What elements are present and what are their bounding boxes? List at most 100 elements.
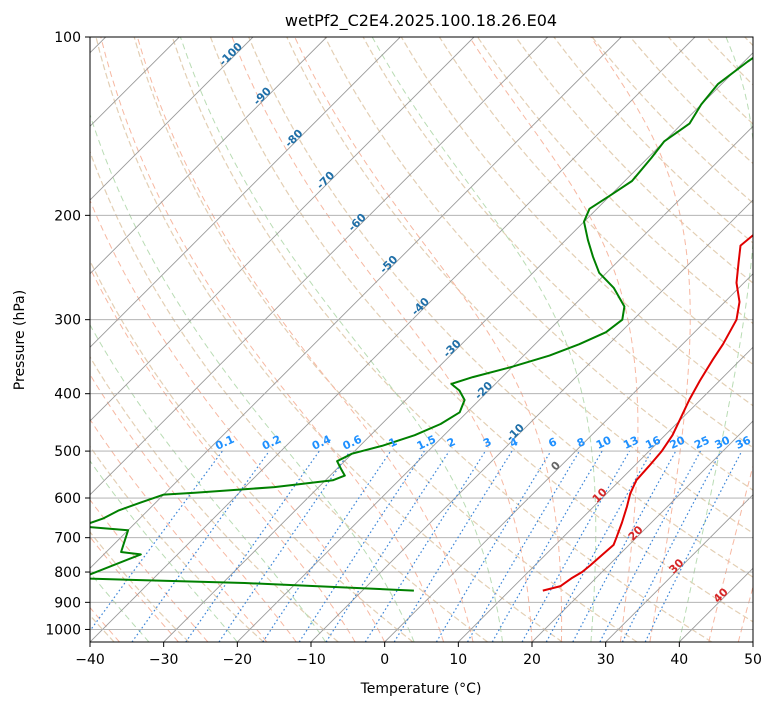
- isotherm-label: -20: [472, 379, 495, 402]
- isotherm-label: -50: [377, 253, 400, 276]
- mixing-ratio-label: 30: [713, 433, 733, 451]
- isotherm-line: [531, 420, 753, 642]
- mixing-ratio-label: 3: [481, 435, 493, 450]
- moist-adiabat-label: 10: [590, 485, 610, 505]
- dry-adiabat-line: [744, 37, 753, 47]
- isotherm-line: [90, 37, 475, 422]
- y-tick-label: 300: [54, 313, 81, 329]
- moist-adiabat-line: [136, 37, 474, 642]
- moist-adiabat-line: [90, 498, 209, 642]
- mixing-ratio-label: 10: [594, 433, 614, 451]
- isotherm-line: [90, 37, 696, 642]
- mixing-ratio-line: [572, 450, 677, 642]
- dry-adiabat-line: [95, 37, 563, 642]
- isotherm-line: [678, 567, 753, 642]
- isotherm-line: [384, 273, 753, 642]
- y-tick-label: 900: [54, 595, 81, 611]
- mixing-ratio-line: [435, 450, 552, 642]
- x-axis-label: Temperature (°C): [360, 681, 482, 697]
- moist-adiabat-line: [179, 37, 503, 642]
- dry-adiabat-line: [438, 37, 753, 366]
- moist-adiabat-line: [90, 536, 179, 642]
- chart-title: wetPf2_C2E4.2025.100.18.26.E04: [285, 11, 557, 31]
- isotherm-line: [90, 37, 401, 348]
- moist-adiabat-line: [90, 113, 415, 642]
- series-layer: [90, 56, 753, 592]
- dry-adiabat-line: [400, 37, 753, 407]
- mixing-ratio-line: [131, 450, 270, 642]
- x-tick-label: 50: [744, 652, 762, 668]
- dry-adiabat-line: [90, 150, 488, 642]
- mixing-ratio-line: [325, 450, 450, 642]
- moist-adiabat-label: 30: [666, 556, 686, 576]
- moist-adiabat-line: [708, 464, 753, 642]
- isotherm-line: [457, 346, 753, 642]
- mixing-ratio-line: [262, 450, 392, 642]
- x-tick-label: −30: [149, 652, 179, 668]
- moist-adiabat-line: [90, 571, 150, 642]
- isotherm-line: [90, 37, 622, 569]
- isotherm-label: -80: [282, 127, 305, 150]
- mixing-ratio-label: 1.5: [415, 433, 438, 453]
- isotherm-label: -70: [314, 169, 337, 192]
- dry-adiabat-line: [706, 37, 753, 86]
- isotherm-line: [90, 37, 328, 275]
- y-tick-label: 100: [54, 30, 81, 46]
- mixing-ratio-label: 20: [668, 433, 688, 451]
- isotherm-label: -40: [409, 295, 432, 318]
- x-tick-label: 30: [597, 652, 615, 668]
- mixing-ratio-label: 0.2: [260, 433, 283, 453]
- moist-adiabat-line: [678, 37, 753, 642]
- dry-adiabat-line: [90, 530, 190, 642]
- x-tick-label: 20: [523, 652, 541, 668]
- mixing-ratio-label: 0.1: [213, 433, 236, 453]
- isotherm-label: -30: [441, 337, 464, 360]
- mixing-ratio-line: [491, 450, 603, 642]
- dry-adiabat-line: [286, 37, 753, 534]
- mixing-ratio-label: 6: [546, 435, 559, 450]
- isotherm-line: [605, 494, 753, 642]
- dry-adiabat-line: [477, 37, 753, 325]
- dry-adiabat-line: [324, 37, 753, 491]
- y-axis-label: Pressure (hPa): [12, 290, 28, 390]
- y-tick-label: 800: [54, 565, 81, 581]
- mixing-ratio-label: 2: [445, 435, 457, 450]
- moist-adiabat-line: [90, 199, 386, 642]
- moist-adiabat-line: [100, 37, 445, 642]
- moist-adiabat-line: [737, 585, 753, 642]
- axis-ticks: −40 −30 −20 −10 0 10 20 30 40 5010020030040050060…: [45, 30, 762, 668]
- y-tick-label: 600: [54, 491, 81, 507]
- dry-adiabat-line: [515, 37, 753, 284]
- dry-adiabat-line: [90, 259, 414, 642]
- y-tick-label: 1000: [45, 622, 81, 638]
- x-tick-label: −20: [223, 652, 253, 668]
- mixing-ratio-label: 1: [387, 435, 399, 450]
- x-tick-label: 40: [670, 652, 688, 668]
- dry-adiabat-line: [90, 445, 264, 642]
- plot-frame: [89, 36, 754, 643]
- dry-adiabat-line: [133, 37, 638, 642]
- isotherm-line: [310, 199, 753, 642]
- x-tick-label: 10: [449, 652, 467, 668]
- y-tick-label: 200: [54, 208, 81, 224]
- moist-adiabat-line: [90, 418, 268, 642]
- mixing-ratio-line: [298, 450, 425, 642]
- temperature-profile-line: [542, 233, 753, 592]
- grid-layer: [90, 37, 753, 642]
- dewpoint-profile-line: [90, 56, 753, 592]
- mixing-ratio-line: [644, 450, 743, 642]
- moist-adiabat-label: 20: [626, 523, 646, 543]
- isotherm-line: [163, 52, 753, 642]
- dry-adiabat-line: [591, 37, 753, 204]
- moist-adiabat-line: [90, 373, 297, 642]
- isotherm-line: [90, 37, 549, 496]
- isotherm-line: [752, 641, 753, 642]
- dry-adiabat-line: [248, 37, 753, 578]
- mixing-ratio-label: 0.4: [310, 433, 333, 453]
- mixing-ratio-label: 8: [575, 435, 587, 450]
- x-tick-label: 0: [380, 652, 389, 668]
- mixing-ratio-label: 36: [733, 433, 753, 451]
- y-tick-label: 400: [54, 387, 81, 403]
- y-tick-label: 500: [54, 444, 81, 460]
